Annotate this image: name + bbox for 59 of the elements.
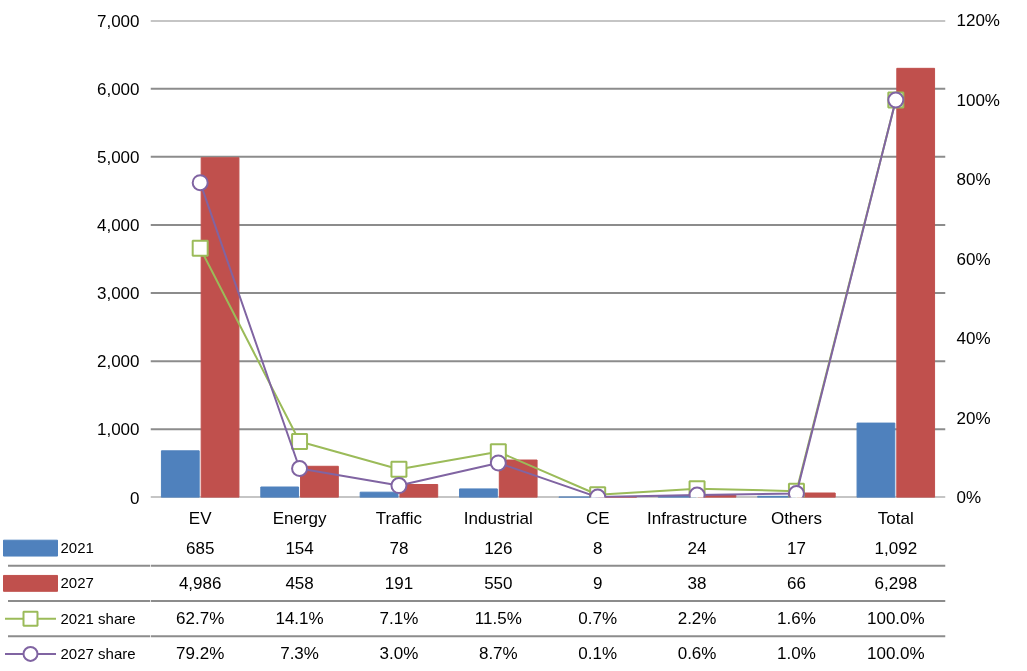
data-label: 38 (687, 574, 707, 594)
data-label: 8 (592, 539, 603, 559)
legend-label: 2021 (60, 539, 94, 557)
data-label: 79.2% (176, 644, 225, 664)
data-label: 7.3% (280, 644, 319, 664)
data-label: 3.0% (379, 644, 419, 664)
data-label: 9 (592, 574, 603, 594)
data-label: 191 (384, 574, 414, 594)
y-tick-label: 3,000 (96, 284, 140, 304)
data-label: 100.0% (866, 609, 925, 629)
y2-tick-label: 40% (956, 329, 991, 348)
x-tick-label: Total (877, 508, 914, 528)
y-tick-label: 6,000 (96, 79, 140, 99)
legend-label: 2027 share (60, 645, 136, 663)
data-label: 100.0% (866, 644, 925, 664)
data-label: 0.1% (578, 644, 618, 664)
data-label: 1,092 (874, 539, 918, 559)
legend-label: 2021 share (60, 610, 136, 628)
data-label: 24 (687, 539, 707, 559)
data-label: 7.1% (379, 609, 419, 629)
data-label: 2.2% (677, 609, 717, 629)
data-label: 685 (186, 539, 215, 559)
x-tick-label: Energy (272, 508, 327, 528)
x-tick-label: EV (188, 508, 213, 528)
data-label: 14.1% (275, 609, 324, 629)
legend-label: 2027 (60, 574, 94, 592)
x-tick-label: Industrial (463, 508, 533, 528)
data-label: 17 (786, 539, 806, 559)
data-label: 0.7% (578, 609, 618, 629)
data-label: 4,986 (178, 574, 222, 594)
data-label: 11.5% (474, 609, 522, 629)
y-tick-label: 7,000 (96, 11, 140, 31)
data-label: 126 (484, 539, 513, 559)
y-tick-label: 1,000 (96, 420, 140, 440)
y-tick-label: 5,000 (96, 147, 140, 167)
x-tick-label: Infrastructure (646, 508, 748, 528)
y2-tick-label: 20% (956, 408, 991, 428)
x-tick-label: Traffic (375, 508, 423, 528)
data-label: 8.7% (478, 644, 518, 664)
data-label: 0.6% (677, 644, 717, 664)
x-tick-label: Others (770, 508, 822, 528)
x-tick-label: CE (585, 508, 610, 528)
data-label: 550 (484, 574, 513, 594)
y2-tick-label: 60% (956, 249, 991, 269)
y2-tick-label: 80% (956, 170, 991, 189)
data-label: 458 (285, 574, 314, 594)
data-label: 62.7% (176, 609, 225, 629)
y-tick-label: 2,000 (96, 352, 140, 372)
data-label: 154 (285, 539, 314, 559)
y-tick-label: 4,000 (96, 215, 140, 235)
data-label: 1.6% (777, 609, 816, 629)
y2-tick-label: 120% (956, 11, 1000, 30)
data-label: 78 (389, 539, 409, 559)
data-label: 66 (786, 574, 806, 594)
y-tick-label: 0 (130, 488, 140, 508)
y2-tick-label: 100% (956, 90, 1000, 110)
data-label: 6,298 (874, 574, 918, 594)
y2-tick-label: 0% (956, 488, 982, 507)
data-label: 1.0% (777, 644, 816, 664)
